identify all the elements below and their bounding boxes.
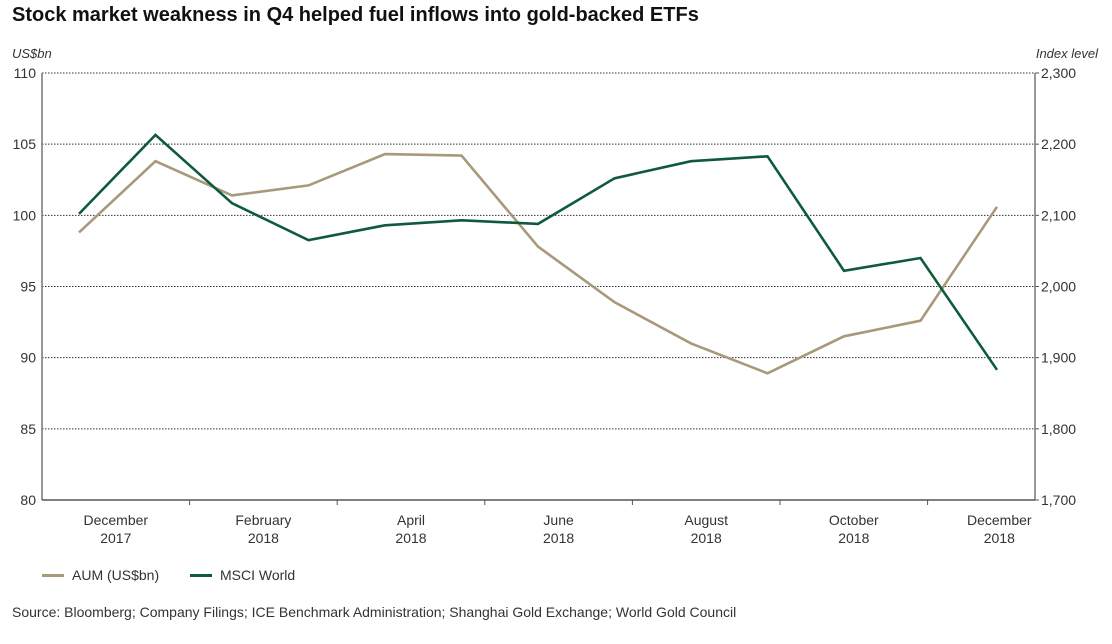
chart-title: Stock market weakness in Q4 helped fuel … — [12, 4, 699, 26]
x-tick-label: 2018 — [395, 530, 426, 546]
x-tick-label: 2018 — [691, 530, 722, 546]
x-tick-label: 2018 — [838, 530, 869, 546]
x-tick-label: April — [397, 512, 425, 528]
x-tick-label: 2018 — [248, 530, 279, 546]
x-tick-label: August — [684, 512, 728, 528]
x-tick-label: June — [543, 512, 574, 528]
x-tick-label: December — [967, 512, 1032, 528]
left-axis-label: US$bn — [12, 46, 52, 61]
legend-swatch-msci — [190, 573, 212, 577]
series-line-aum — [78, 152, 999, 375]
right-tick-label: 1,700 — [1041, 492, 1076, 508]
legend-label-msci: MSCI World — [220, 567, 296, 583]
x-tick-label: 2017 — [100, 530, 131, 546]
left-tick-label: 100 — [13, 207, 37, 223]
x-tick-label: February — [235, 512, 291, 528]
right-tick-label: 1,900 — [1041, 350, 1076, 366]
right-axis-label: Index level — [1035, 46, 1098, 61]
legend-label-aum: AUM (US$bn) — [72, 567, 160, 583]
left-tick-label: 85 — [20, 421, 36, 437]
left-tick-label: 90 — [20, 350, 36, 366]
legend-item-msci: MSCI World — [190, 567, 295, 583]
legend-item-aum: AUM (US$bn) — [42, 567, 159, 583]
right-tick-label: 2,200 — [1041, 136, 1076, 152]
right-tick-label: 2,100 — [1041, 207, 1076, 223]
left-tick-label: 105 — [13, 136, 37, 152]
legend-swatch-aum — [42, 573, 64, 577]
right-tick-label: 1,800 — [1041, 421, 1076, 437]
right-tick-label: 2,000 — [1041, 279, 1076, 295]
x-tick-label: 2018 — [984, 530, 1015, 546]
right-tick-label: 2,300 — [1041, 65, 1076, 81]
x-tick-label: 2018 — [543, 530, 574, 546]
series-line-msci-world — [78, 133, 999, 371]
left-tick-label: 110 — [14, 65, 37, 81]
x-tick-label: October — [829, 512, 879, 528]
source-note: Source: Bloomberg; Company Filings; ICE … — [12, 604, 737, 620]
left-tick-label: 95 — [20, 279, 36, 295]
x-tick-label: December — [84, 512, 149, 528]
left-tick-label: 80 — [20, 492, 36, 508]
